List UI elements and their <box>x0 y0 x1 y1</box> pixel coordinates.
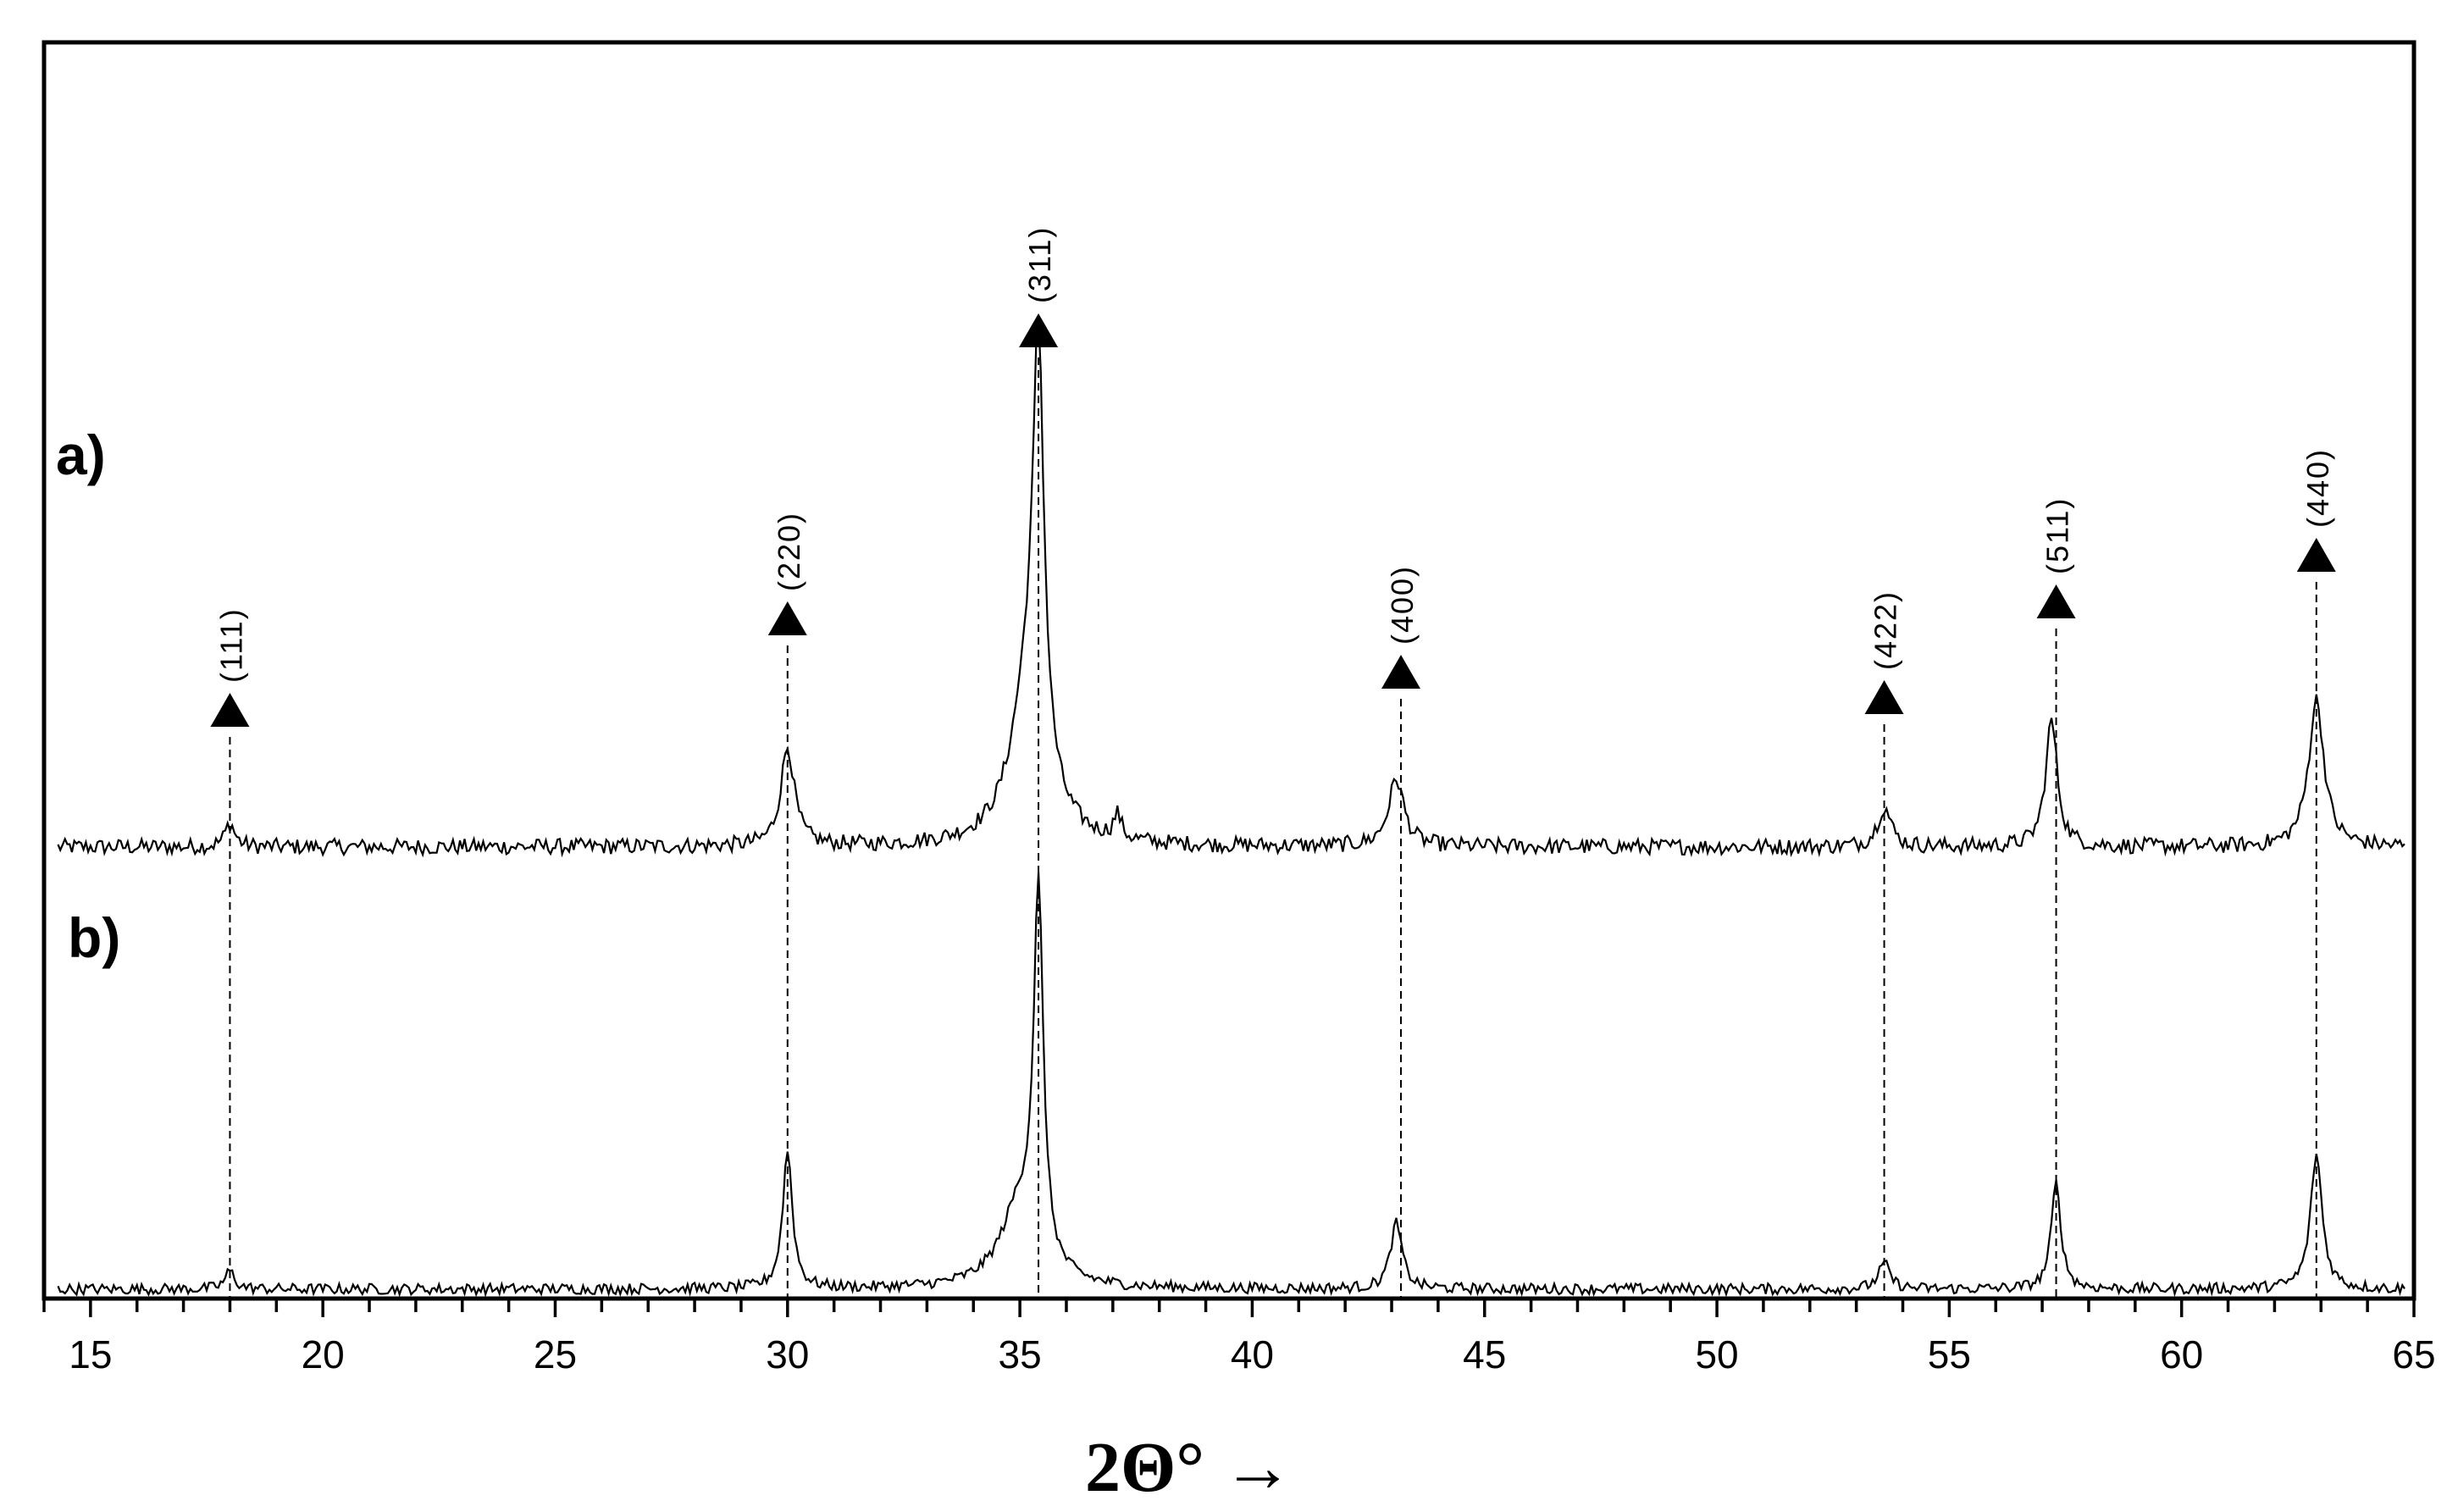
reflection-marker <box>767 601 807 635</box>
reflection-marker <box>1864 680 1904 714</box>
x-tick-label: 50 <box>1695 1332 1738 1376</box>
series-line-a <box>57 318 2405 858</box>
x-tick-label: 25 <box>534 1332 577 1376</box>
x-tick-label: 60 <box>2160 1332 2203 1376</box>
reflection-label: (220) <box>772 512 806 591</box>
reflection-lines <box>229 357 2317 1299</box>
reflection-marker <box>1019 313 1059 347</box>
series-label-b: b) <box>68 906 120 969</box>
series-line-b <box>57 872 2405 1298</box>
x-tick-label: 35 <box>999 1332 1042 1376</box>
reflection-marker <box>2296 538 2336 572</box>
x-tick-label: 30 <box>766 1332 809 1376</box>
series-group <box>57 318 2405 1298</box>
x-tick-label: 65 <box>2392 1332 2435 1376</box>
x-tick-label: 40 <box>1231 1332 1274 1376</box>
reflection-marker <box>210 693 250 727</box>
x-tick-label: 45 <box>1463 1332 1506 1376</box>
reflection-label: (111) <box>213 607 248 683</box>
x-tick-label: 55 <box>1928 1332 1971 1376</box>
reflection-label: (422) <box>1868 590 1903 670</box>
reflection-label: (400) <box>1385 565 1420 645</box>
series-label-a: a) <box>56 424 106 486</box>
plot-frame <box>42 40 2416 1301</box>
reflection-label: (511) <box>2040 497 2075 574</box>
reflection-marker <box>2036 584 2076 618</box>
x-tick-label: 20 <box>302 1332 345 1376</box>
x-axis-title: 2Θ° → <box>1085 1428 1293 1507</box>
reflection-marker <box>1381 655 1420 689</box>
x-tick-label: 15 <box>69 1332 112 1376</box>
x-axis-tick-labels: 15 20 25 30 35 40 45 50 55 60 65 <box>69 1332 2435 1376</box>
x-axis-ticks <box>42 1299 2416 1317</box>
reflection-markers: (111) (220) (311) (400) (422) (511) (440) <box>210 226 2336 727</box>
reflection-label: (311) <box>1022 226 1057 303</box>
reflection-label: (440) <box>2300 448 2335 528</box>
